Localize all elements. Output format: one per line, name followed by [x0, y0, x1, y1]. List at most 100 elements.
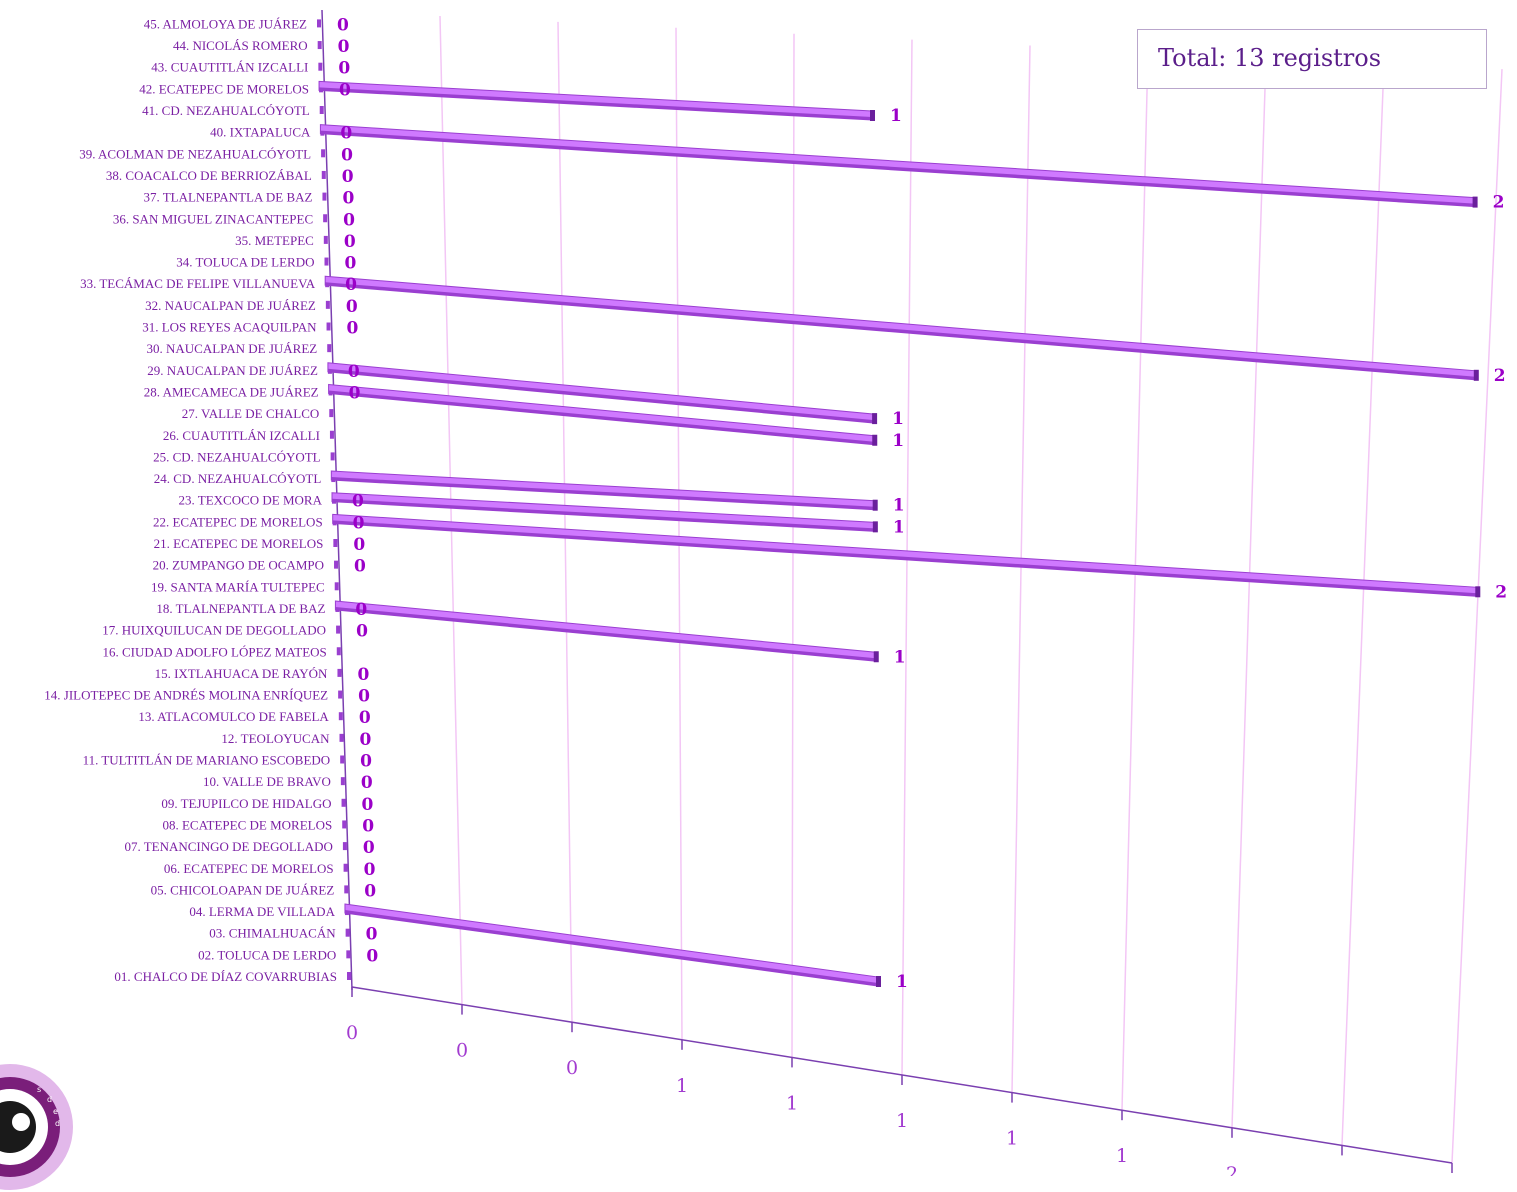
bar-shade	[325, 282, 1476, 380]
svg-text:e: e	[53, 1107, 58, 1116]
category-label: 11. TULTITLÁN DE MARIANO ESCOBEDO	[83, 753, 331, 768]
category-label: 10. VALLE DE BRAVO	[203, 774, 331, 789]
gridline	[1451, 69, 1503, 1164]
bar-stub	[324, 257, 329, 266]
bar-shade	[319, 87, 873, 120]
category-label: 27. VALLE DE CHALCO	[182, 406, 319, 421]
value-label: 1	[892, 409, 904, 429]
value-label: 0	[338, 37, 350, 57]
axes	[321, 9, 1453, 1173]
category-label: 35. METEPEC	[235, 233, 314, 248]
bar-shade	[335, 606, 876, 662]
category-label: 37. TLALNEPANTLA DE BAZ	[143, 190, 312, 205]
x-tick-label: 1	[786, 1092, 798, 1114]
category-label: 38. COACALCO DE BERRIOZÁBAL	[106, 168, 312, 183]
x-tick-label: 1	[1116, 1145, 1128, 1167]
bar-stub	[319, 106, 324, 114]
value-label: 0	[353, 513, 365, 533]
x-tick-labels: 00011111222	[346, 1022, 1238, 1176]
category-label: 30. NAUCALPAN DE JUÁREZ	[147, 341, 318, 356]
bar-stub	[338, 712, 343, 721]
category-label: 02. TOLUCA DE LERDO	[198, 947, 336, 962]
value-label: 0	[342, 189, 354, 209]
bar-stub	[322, 192, 327, 201]
bar-stub	[343, 863, 348, 872]
category-label: 18. TLALNEPANTLA DE BAZ	[156, 601, 325, 616]
bar-shade	[332, 520, 1478, 597]
category-label: 19. SANTA MARÍA TULTEPEC	[151, 579, 325, 594]
value-label: 2	[1494, 366, 1506, 386]
category-label: 23. TEXCOCO DE MORA	[179, 493, 323, 508]
category-label: 13. ATLACOMULCO DE FABELA	[138, 709, 329, 724]
total-records-text: Total: 13 registros	[1158, 44, 1382, 72]
value-label: 0	[342, 167, 354, 187]
bar-shade	[344, 910, 878, 986]
bar-stub	[329, 409, 334, 418]
category-labels: 01. CHALCO DE DÍAZ COVARRUBIAS 02. TOLUCA…	[44, 16, 337, 984]
bar-stub	[341, 798, 346, 807]
svg-text:d: d	[47, 1095, 52, 1104]
value-label: 0	[340, 124, 352, 144]
x-tick-label: 2	[1226, 1163, 1238, 1176]
value-label: 0	[346, 297, 358, 317]
category-label: 03. CHIMALHUACÁN	[209, 926, 336, 941]
x-tick-label: 1	[676, 1075, 688, 1097]
category-label: 07. TENANCINGO DE DEGOLLADO	[124, 839, 332, 854]
bar-stub	[323, 235, 328, 244]
category-label: 45. ALMOLOYA DE JUÁREZ	[144, 16, 307, 31]
bar-end	[1472, 196, 1478, 208]
category-label: 14. JILOTEPEC DE ANDRÉS MOLINA ENRÍQUEZ	[44, 688, 328, 703]
value-label: 2	[1493, 193, 1505, 213]
value-label: 1	[892, 431, 904, 451]
bar-stub	[345, 928, 350, 937]
category-label: 43. CUAUTITLÁN IZCALLI	[151, 60, 308, 75]
value-label: 1	[890, 106, 902, 126]
bar-stub	[329, 430, 334, 439]
category-label: 36. SAN MIGUEL ZINACANTEPEC	[113, 211, 313, 226]
bar-stub	[325, 300, 330, 309]
gridline	[1121, 51, 1149, 1111]
bar-stub	[346, 950, 351, 959]
value-label: 1	[893, 496, 905, 516]
bar-stub	[326, 322, 331, 331]
category-label: 16. CIUDAD ADOLFO LÓPEZ MATEOS	[103, 644, 327, 659]
value-label: 0	[338, 59, 350, 79]
category-label: 34. TOLUCA DE LERDO	[176, 255, 314, 270]
bar-stub	[317, 41, 322, 50]
category-label: 24. CD. NEZAHUALCÓYOTL	[154, 471, 322, 486]
gridline	[1231, 57, 1267, 1128]
total-records-box: Total: 13 registros	[1137, 29, 1487, 89]
bar-stub	[336, 625, 341, 634]
bar-stub	[334, 582, 339, 591]
bar-stub	[340, 755, 345, 764]
x-tick-label: 0	[346, 1022, 358, 1044]
x-tick-label: 0	[566, 1057, 578, 1079]
category-label: 09. TEJUPILCO DE HIDALGO	[161, 796, 331, 811]
category-label: 05. CHICOLOAPAN DE JUÁREZ	[151, 882, 335, 897]
category-label: 31. LOS REYES ACAQUILPAN	[142, 320, 317, 335]
category-label: 12. TEOLOYUCAN	[221, 731, 330, 746]
category-label: 32. NAUCALPAN DE JUÁREZ	[145, 298, 316, 313]
value-label: 1	[894, 647, 906, 667]
category-label: 15. IXTLAHUACA DE RAYÓN	[155, 666, 328, 681]
bar-stub	[342, 842, 347, 851]
bar-shade	[331, 477, 875, 510]
x-tick-label: 1	[896, 1110, 908, 1132]
bar-shade	[327, 368, 875, 424]
category-label: 29. NAUCALPAN DE JUÁREZ	[147, 363, 318, 378]
value-label: 2	[1495, 582, 1507, 602]
gridlines	[439, 15, 1503, 1164]
category-label: 01. CHALCO DE DÍAZ COVARRUBIAS	[114, 969, 337, 984]
value-label: 0	[366, 925, 378, 945]
category-label: 26. CUAUTITLÁN IZCALLI	[163, 428, 320, 443]
bar-stub	[321, 149, 326, 158]
bar-stub	[339, 733, 344, 742]
value-label: 0	[366, 946, 378, 966]
gridline	[557, 21, 573, 1023]
bar-stub	[327, 344, 332, 353]
bar-stub	[323, 214, 328, 223]
value-label: 0	[359, 708, 371, 728]
logo-seal: s d e d	[0, 1064, 73, 1190]
category-label: 08. ECATEPEC DE MORELOS	[162, 817, 332, 832]
gridline	[1011, 45, 1031, 1093]
